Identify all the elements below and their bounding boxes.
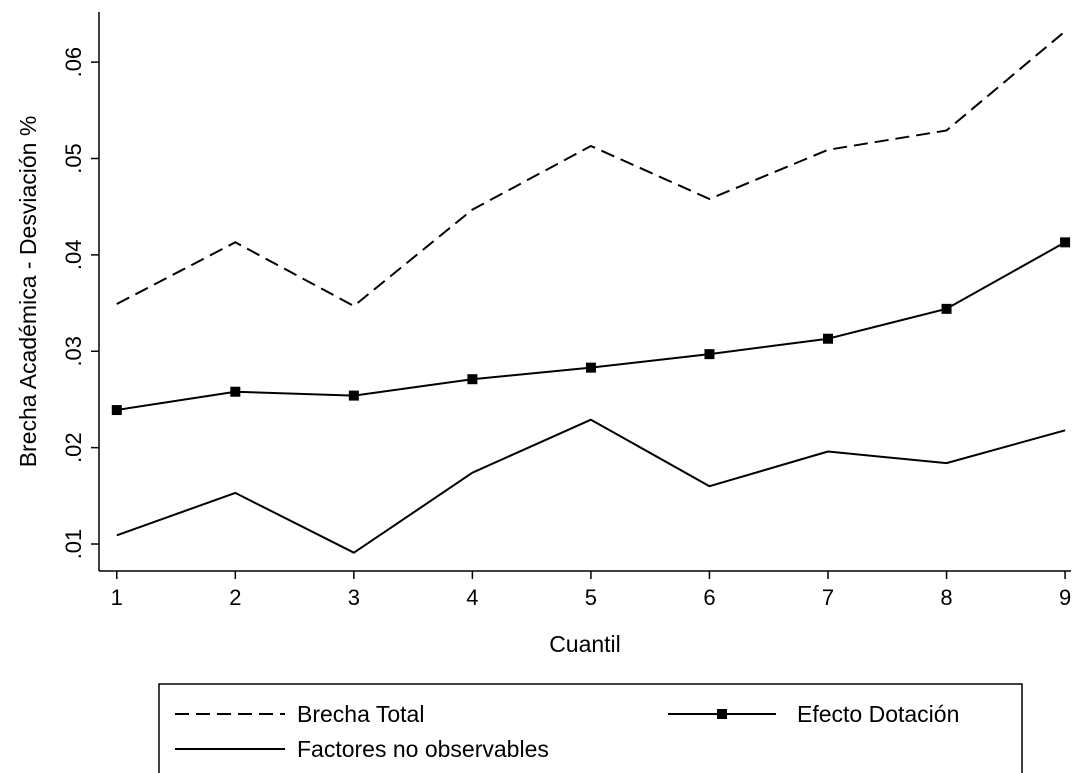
data-point-marker [585, 362, 596, 373]
x-tick-label: 7 [822, 585, 834, 610]
y-axis-title: Brecha Académica - Desviación % [15, 116, 41, 468]
data-point-marker [823, 333, 833, 344]
y-tick-label: .03 [61, 336, 86, 367]
legend-label-3: Factores no observables [297, 736, 549, 762]
x-tick-label: 1 [111, 585, 123, 610]
x-axis-title: Cuantil [549, 631, 621, 657]
x-tick-label: 8 [940, 585, 952, 610]
data-point-marker [111, 405, 122, 416]
series-line-1 [116, 30, 1066, 307]
y-tick-label: .06 [61, 47, 86, 78]
data-point-marker [941, 303, 952, 314]
y-tick-label: .04 [61, 240, 86, 271]
data-point-marker [704, 349, 715, 360]
x-tick-label: 3 [348, 585, 360, 610]
y-tick-label: .01 [61, 529, 86, 560]
legend-label-1: Brecha Total [297, 701, 424, 727]
data-point-marker [230, 386, 241, 397]
axes: 1 2 3 4 5 6 7 8 9 .01 .02 .03 .04 .05 .06 [61, 12, 1071, 610]
x-tick-label: 4 [466, 585, 478, 610]
legend-swatch-marker [717, 709, 727, 719]
legend-box [158, 683, 1023, 773]
data-point-marker [467, 374, 478, 385]
series-line-3 [116, 418, 1066, 554]
y-tick-label: .05 [61, 143, 86, 174]
x-tick-label: 6 [703, 585, 715, 610]
legend-label-2: Efecto Dotación [797, 701, 959, 727]
data-point-marker [348, 390, 359, 401]
series-layer [111, 30, 1071, 554]
data-point-marker [1060, 237, 1071, 248]
x-tick-label: 2 [229, 585, 241, 610]
series-line-2 [116, 241, 1066, 411]
legend: Brecha Total Efecto Dotación Factores no o… [158, 683, 1023, 773]
y-tick-label: .02 [61, 432, 86, 463]
x-tick-label: 9 [1059, 585, 1071, 610]
x-tick-label: 5 [585, 585, 597, 610]
